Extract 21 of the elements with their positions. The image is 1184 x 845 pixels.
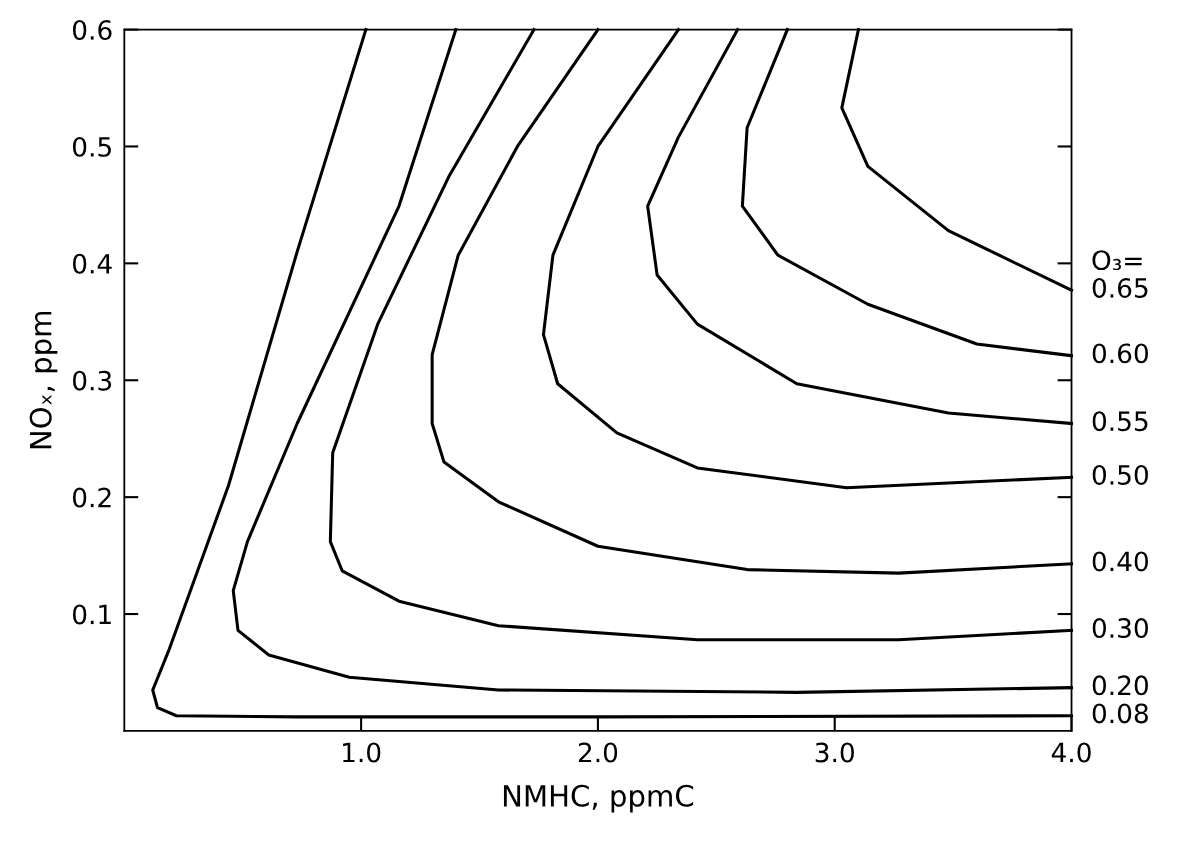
y-tick-label: 0.4 (72, 253, 112, 274)
series-label: 0.50 (1092, 464, 1148, 485)
text: O₃= (1092, 250, 1142, 271)
series-label: 0.20 (1092, 675, 1148, 696)
series-label: 0.65 (1092, 277, 1148, 298)
y-tick-label: 0.5 (72, 136, 111, 157)
x-tick-label: 2.0 (578, 742, 618, 763)
x-tick-label: 4.0 (1051, 742, 1091, 763)
y-tick-label: 0.2 (72, 487, 111, 508)
y-tick-label: 0.6 (72, 20, 112, 40)
series-label: 0.40 (1092, 551, 1148, 572)
legend-label: 0.30 (1092, 618, 1148, 639)
y-tick-label: 0.3 (72, 370, 112, 391)
y-tick-label: 0.1 (72, 604, 111, 625)
y-axis-title: NOₓ, ppm (29, 311, 58, 449)
series-label: 0.08 (1092, 703, 1148, 724)
x-axis-title: NMHC, ppmC (503, 784, 694, 813)
series-label: 0.55 (1092, 411, 1148, 432)
series-label: 0.60 (1092, 343, 1148, 364)
x-tick-label: 3.0 (815, 742, 854, 763)
x-tick-label: 1.0 (343, 742, 381, 763)
